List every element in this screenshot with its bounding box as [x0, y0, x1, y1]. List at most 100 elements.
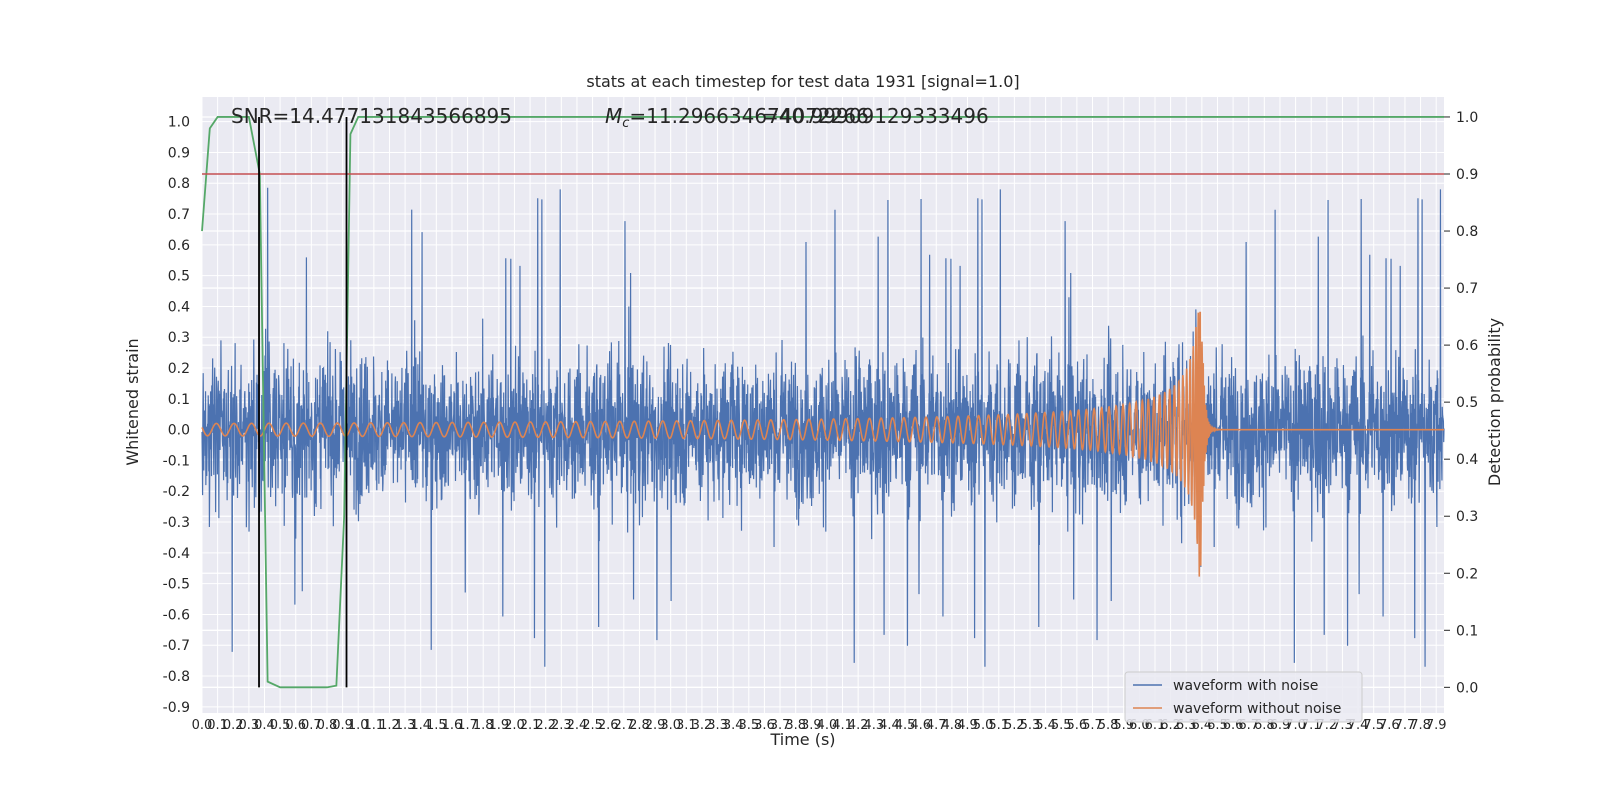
- legend-label-clean: waveform without noise: [1173, 701, 1341, 717]
- y-left-tick-label: -0.4: [163, 546, 190, 562]
- x-tick-label: 1.2: [379, 718, 400, 733]
- y-left-tick-label: 0.5: [168, 269, 190, 285]
- x-tick-label: 5.0: [973, 718, 994, 733]
- x-tick-label: 3.4: [723, 718, 744, 733]
- y-left-tick-label: 0.4: [168, 299, 190, 315]
- x-tick-label: 5.3: [1020, 718, 1041, 733]
- x-axis-label: Time (s): [769, 730, 835, 749]
- snr-annotation: SNR=14.477131843566895: [231, 104, 512, 128]
- x-tick-label: 4.2: [848, 718, 869, 733]
- x-tick-label: 2.2: [535, 718, 556, 733]
- x-tick-label: 3.1: [676, 718, 697, 733]
- waveform-without-noise-line: [201, 311, 1444, 577]
- x-tick-label: 0.9: [332, 718, 353, 733]
- y-left-tick-label: 0.8: [168, 176, 190, 192]
- x-tick-label: 2.0: [504, 718, 525, 733]
- y-right-tick-label: 0.1: [1456, 623, 1478, 639]
- x-tick-label: 2.5: [582, 718, 603, 733]
- y-right-tick-label: 0.6: [1456, 338, 1478, 354]
- x-tick-label: 2.7: [613, 718, 634, 733]
- x-tick-label: 0.8: [317, 718, 338, 733]
- x-tick-label: 1.9: [488, 718, 509, 733]
- y-right-tick-label: 0.0: [1456, 680, 1478, 696]
- x-tick-label: 4.4: [879, 718, 900, 733]
- y-left-tick-label: 1.0: [168, 115, 190, 131]
- y-left-tick-label: -0.5: [163, 577, 190, 593]
- x-tick-label: 3.6: [754, 718, 775, 733]
- series-waveform-with-noise: [201, 187, 1445, 667]
- y-right-tick-label: 0.2: [1456, 566, 1478, 582]
- y-axis-left-ticks: -0.9 -0.8 -0.7 -0.6 -0.5 -0.4 -0.3 -0.2 -0.1 0.0 0…: [163, 115, 190, 716]
- waveform-with-noise-line: [201, 187, 1445, 667]
- x-tick-label: 1.6: [442, 718, 463, 733]
- x-tick-label: 3.3: [707, 718, 728, 733]
- y-left-tick-label: -0.1: [163, 453, 190, 469]
- x-tick-label: 4.6: [910, 718, 931, 733]
- y-left-tick-label: -0.7: [163, 638, 190, 654]
- x-tick-label: 4.3: [863, 718, 884, 733]
- x-tick-label: 0.6: [285, 718, 306, 733]
- legend-label-noise: waveform with noise: [1173, 678, 1318, 694]
- y-left-tick-label: 0.2: [168, 361, 190, 377]
- x-tick-label: 2.3: [551, 718, 572, 733]
- x-tick-label: 0.7: [301, 718, 322, 733]
- x-tick-label: 1.3: [395, 718, 416, 733]
- x-tick-label: 5.6: [1067, 718, 1088, 733]
- y-right-tick-label: 0.9: [1456, 167, 1478, 183]
- x-tick-label: 5.8: [1098, 718, 1119, 733]
- x-tick-label: 1.5: [426, 718, 447, 733]
- x-tick-label: 4.5: [895, 718, 916, 733]
- y-axis-right-label: Detection probability: [1485, 318, 1504, 486]
- y-right-tick-label: 1.0: [1456, 110, 1478, 126]
- x-tick-label: 1.1: [364, 718, 385, 733]
- x-tick-label: 5.1: [988, 718, 1009, 733]
- chart-title: stats at each timestep for test data 193…: [586, 72, 1019, 91]
- x-tick-label: 1.8: [473, 718, 494, 733]
- y-left-tick-label: -0.6: [163, 607, 190, 623]
- y-left-tick-label: 0.9: [168, 145, 190, 161]
- x-tick-label: 3.9: [801, 718, 822, 733]
- mc-value: =11.296634674072266: [629, 104, 868, 128]
- y-axis-left-label: Whitened strain: [123, 338, 142, 465]
- x-tick-label: 5.7: [1082, 718, 1103, 733]
- x-tick-label: 0.4: [254, 718, 275, 733]
- x-tick-label: 4.9: [957, 718, 978, 733]
- x-tick-label: 4.7: [926, 718, 947, 733]
- y-left-tick-label: -0.2: [163, 484, 190, 500]
- x-tick-label: 2.6: [598, 718, 619, 733]
- y-right-tick-label: 0.7: [1456, 281, 1478, 297]
- x-tick-label: 5.2: [1004, 718, 1025, 733]
- x-tick-label: 7.9: [1426, 718, 1447, 733]
- x-tick-label: 5.4: [1035, 718, 1056, 733]
- mc-symbol: M: [605, 104, 622, 128]
- x-tick-label: 2.9: [645, 718, 666, 733]
- x-tick-label: 0.2: [223, 718, 244, 733]
- x-tick-label: 0.1: [207, 718, 228, 733]
- legend: waveform with noise waveform without noi…: [1124, 671, 1363, 723]
- legend-box: [1124, 671, 1363, 723]
- x-tick-label: 4.0: [817, 718, 838, 733]
- y-left-tick-label: 0.0: [168, 423, 190, 439]
- x-tick-label: 7.6: [1379, 718, 1400, 733]
- y-left-tick-label: 0.6: [168, 238, 190, 254]
- x-tick-label: 4.8: [942, 718, 963, 733]
- mc-subscript: c: [622, 116, 629, 131]
- x-tick-label: 2.8: [629, 718, 650, 733]
- x-tick-label: 0.3: [239, 718, 260, 733]
- series-waveform-without-noise: [201, 311, 1444, 577]
- x-tick-label: 1.4: [410, 718, 431, 733]
- y-right-tick-label: 0.3: [1456, 509, 1478, 525]
- x-tick-label: 5.5: [1051, 718, 1072, 733]
- x-tick-label: 7.7: [1395, 718, 1416, 733]
- x-tick-label: 3.8: [785, 718, 806, 733]
- mc-annotation: Mc=11.296634674072266: [605, 104, 869, 131]
- x-tick-label: 1.0: [348, 718, 369, 733]
- y-right-tick-label: 0.4: [1456, 452, 1478, 468]
- x-tick-label: 3.0: [660, 718, 681, 733]
- y-right-tick-label: 0.8: [1456, 224, 1478, 240]
- x-tick-label: 3.2: [692, 718, 713, 733]
- y-right-tick-label: 0.5: [1456, 395, 1478, 411]
- x-tick-label: 0.0: [192, 718, 213, 733]
- overlap-annotation: =40.99909129333496: [762, 104, 989, 128]
